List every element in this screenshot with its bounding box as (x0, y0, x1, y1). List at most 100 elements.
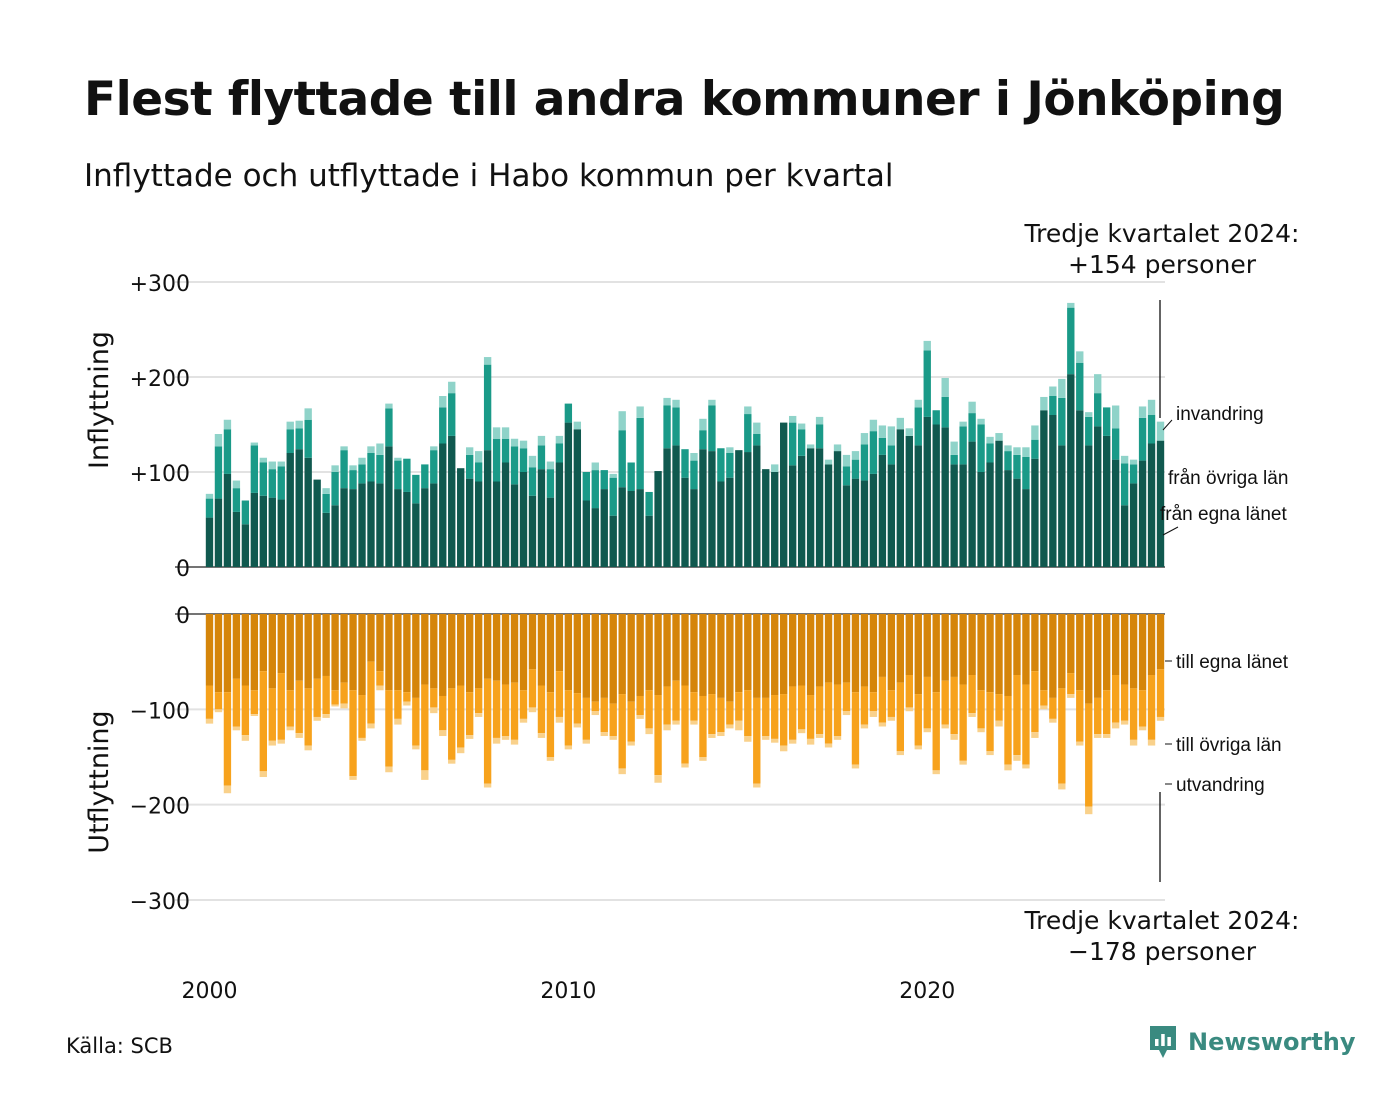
inflow-bar-segment (788, 415, 797, 423)
inflow-bar-segment (295, 449, 303, 567)
outflow-bar-segment (950, 614, 958, 677)
inflow-bar-segment (367, 481, 375, 567)
inflow-bar-segment (1138, 460, 1147, 567)
outflow-bar-segment (1156, 614, 1165, 670)
inflow-bar-segment (1013, 454, 1021, 479)
outflow-bar-segment (762, 614, 770, 698)
outflow-bar-segment (331, 690, 339, 705)
outflow-bar-segment (654, 775, 662, 783)
outflow-bar-segment (815, 686, 824, 735)
inflow-bar-segment (465, 478, 474, 567)
outflow-bar-segment (555, 614, 564, 672)
outflow-bar-segment (600, 732, 608, 737)
outflow-bar-segment (277, 614, 285, 674)
inflow-tick-label: 0 (176, 557, 190, 582)
outflow-bar-segment (771, 738, 779, 743)
inflow-bar-segment (941, 396, 949, 428)
outflow-bar-segment (1058, 688, 1066, 784)
outflow-bar-segment (205, 685, 214, 719)
outflow-bar-segment (313, 678, 321, 717)
inflow-bar-segment (905, 428, 913, 436)
inflow-bar-segment (268, 461, 276, 470)
outflow-bar-segment (259, 614, 267, 672)
outflow-bar-segment (528, 707, 537, 713)
inflow-bar-segment (1111, 459, 1120, 567)
outflow-bar-segment (1067, 673, 1075, 695)
outflow-bar-segment (690, 692, 698, 721)
outflow-bar-segment (654, 695, 662, 776)
inflow-bar-segment (205, 493, 214, 499)
outflow-bar-segment (313, 716, 321, 721)
outflow-bar-segment (1004, 764, 1012, 771)
outflow-bar-segment (385, 766, 393, 773)
outflow-bar-segment (232, 614, 241, 679)
outflow-bar-segment (681, 685, 689, 764)
outflow-bar-segment (259, 671, 267, 772)
outflow-bar-segment (528, 614, 537, 670)
inflow-bar-segment (806, 448, 815, 567)
brand-logo[interactable]: Newsworthy (1148, 1024, 1356, 1060)
outflow-bar-segment (1049, 718, 1057, 723)
outflow-bar-segment (214, 709, 223, 713)
outflow-bar-segment (1147, 675, 1156, 740)
outflow-bar-segment (977, 614, 985, 691)
inflow-bar-segment (1067, 302, 1075, 308)
outflow-bar-segment (510, 614, 519, 683)
inflow-bar-segment (349, 489, 357, 567)
outflow-tick-label: −300 (130, 890, 190, 915)
outflow-bar-segment (340, 703, 348, 709)
outflow-bar-segment (1120, 614, 1129, 685)
inflow-bar-segment (1013, 478, 1021, 567)
inflow-bar-segment (1129, 483, 1138, 567)
inflow-bar-segment (412, 474, 420, 504)
inflow-bar-segment (223, 473, 232, 567)
inflow-bar-segment (295, 428, 303, 450)
outflow-bar-segment (322, 614, 330, 676)
inflow-bar-segment (923, 350, 931, 417)
outflow-bar-segment (1138, 690, 1147, 727)
outflow-bar-segment (286, 690, 294, 727)
inflow-bar-segment (797, 429, 806, 456)
outflow-bar-segment (905, 614, 913, 676)
source-note: Källa: SCB (66, 1034, 173, 1058)
outflow-bar-segment (537, 733, 546, 738)
outflow-bar-segment (645, 728, 653, 735)
inflow-bar-segment (573, 429, 582, 567)
outflow-bar-segment (349, 690, 357, 777)
inflow-annotation-line1: Tredje kvartalet 2024: (1024, 219, 1300, 248)
outflow-bar-segment (241, 685, 250, 736)
inflow-bar-segment (331, 472, 339, 506)
outflow-bar-segment (726, 614, 734, 702)
inflow-bar-segment (277, 499, 285, 567)
outflow-bar-segment (995, 694, 1003, 721)
outflow-bar-segment (690, 720, 698, 725)
outflow-bar-segment (950, 734, 958, 740)
inflow-bar-segment (1076, 351, 1084, 363)
outflow-bar-segment (403, 692, 411, 702)
inflow-bar-segment (1085, 416, 1093, 446)
inflow-bar-segment (959, 464, 967, 567)
outflow-bar-segment (788, 686, 797, 740)
inflow-bar-segment (358, 464, 366, 484)
outflow-bar-segment (627, 741, 635, 746)
outflow-bar-segment (618, 614, 626, 695)
outflow-bar-segment (905, 675, 913, 708)
outflow-bar-segment (708, 734, 716, 738)
inflow-bar-segment (815, 416, 824, 425)
outflow-bar-segment (483, 783, 492, 788)
outflow-bar-segment (232, 726, 241, 731)
inflow-bar-segment (636, 406, 644, 418)
outflow-bar-segment (1147, 614, 1156, 676)
outflow-bar-segment (762, 697, 770, 737)
outflow-bar-segment (439, 614, 447, 696)
outflow-bar-segment (824, 682, 833, 744)
outflow-bar-segment (474, 614, 483, 689)
outflow-bar-segment (277, 739, 285, 744)
outflow-bar-segment (367, 614, 375, 662)
inflow-bar-segment (358, 457, 366, 465)
outflow-bar-segment (457, 614, 465, 686)
inflow-bar-segment (277, 466, 285, 500)
outflow-bar-segment (1076, 614, 1084, 691)
inflow-bar-segment (385, 403, 393, 409)
outflow-bar-segment (663, 724, 671, 731)
